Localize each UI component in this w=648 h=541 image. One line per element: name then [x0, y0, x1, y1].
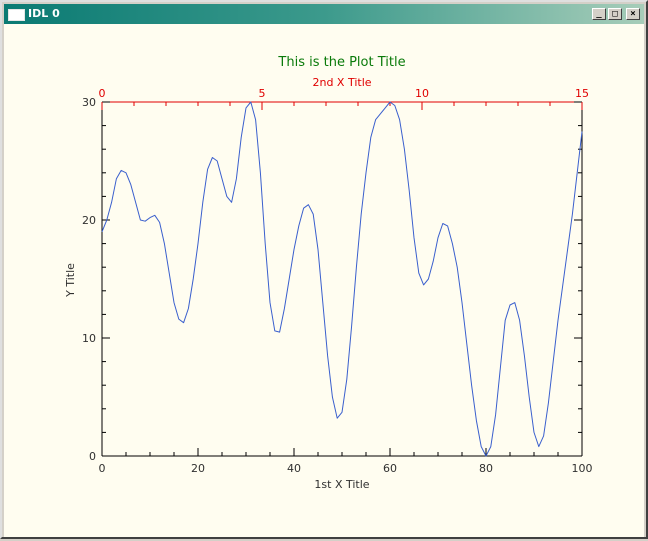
y-axis-title: Y Title [64, 263, 77, 298]
close-button[interactable]: × [626, 8, 640, 20]
y-tick-label: 30 [82, 96, 96, 109]
x2-tick-label: 10 [415, 87, 429, 100]
series-group [101, 101, 583, 457]
x2-tick-label: 15 [575, 87, 589, 100]
x-tick-label: 40 [287, 462, 301, 475]
y-tick-label: 20 [82, 214, 96, 227]
series-line [101, 101, 583, 457]
x2-tick-label: 5 [259, 87, 266, 100]
maximize-button[interactable]: □ [608, 8, 622, 20]
plot-canvas: This is the Plot Title 2nd X Title 1st X… [4, 24, 644, 537]
chart-title: This is the Plot Title [277, 55, 405, 70]
minimize-button[interactable]: _ [592, 8, 606, 20]
x-tick-label: 80 [479, 462, 493, 475]
y-tick-label: 10 [82, 332, 96, 345]
x-tick-label: 20 [191, 462, 205, 475]
maximize-icon: □ [612, 9, 618, 19]
window-title: IDL 0 [28, 7, 60, 20]
minimize-icon: _ [596, 9, 602, 19]
line-chart: This is the Plot Title 2nd X Title 1st X… [64, 55, 593, 491]
y-tick-label: 0 [89, 450, 96, 463]
x-tick-label: 60 [383, 462, 397, 475]
x-tick-label: 100 [572, 462, 593, 475]
x-tick-label: 0 [99, 462, 106, 475]
x-axis-title: 1st X Title [314, 478, 369, 491]
title-bar[interactable]: IDL 0 _ □ × [4, 4, 644, 24]
close-icon: × [630, 9, 636, 19]
window-icon[interactable] [8, 9, 25, 21]
x2-tick-label: 0 [99, 87, 106, 100]
top-axis-title: 2nd X Title [312, 76, 371, 89]
